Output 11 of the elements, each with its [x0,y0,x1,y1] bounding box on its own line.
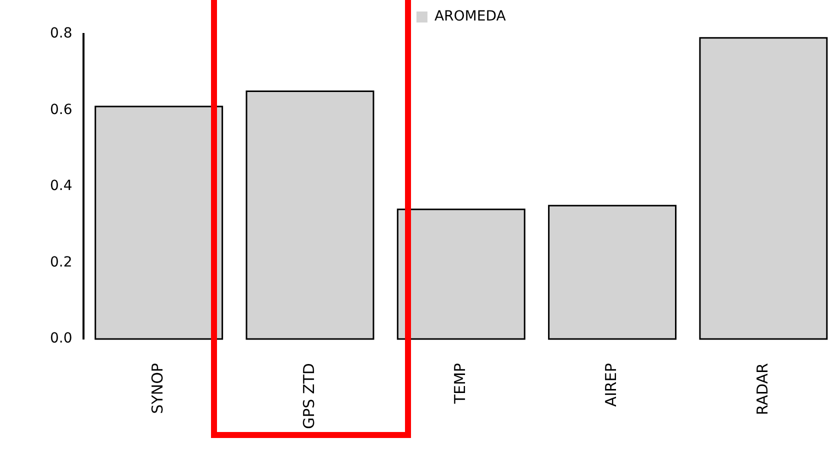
y-tick-label: 0.6 [50,102,72,118]
x-tick-label: RADAR [753,363,772,416]
y-tick-label: 0.0 [50,330,72,347]
y-tick-label: 0.4 [50,178,72,194]
x-tick-label: AIREP [602,363,620,407]
y-tick-label: 0.8 [50,26,72,42]
x-tick-label: SYNOP [148,363,167,414]
x-tick-label: GPS ZTD [300,363,318,430]
x-tick-label: TEMP [451,363,470,405]
y-tick-label: 0.2 [50,254,72,270]
legend-label: AROMEDA [434,8,506,25]
